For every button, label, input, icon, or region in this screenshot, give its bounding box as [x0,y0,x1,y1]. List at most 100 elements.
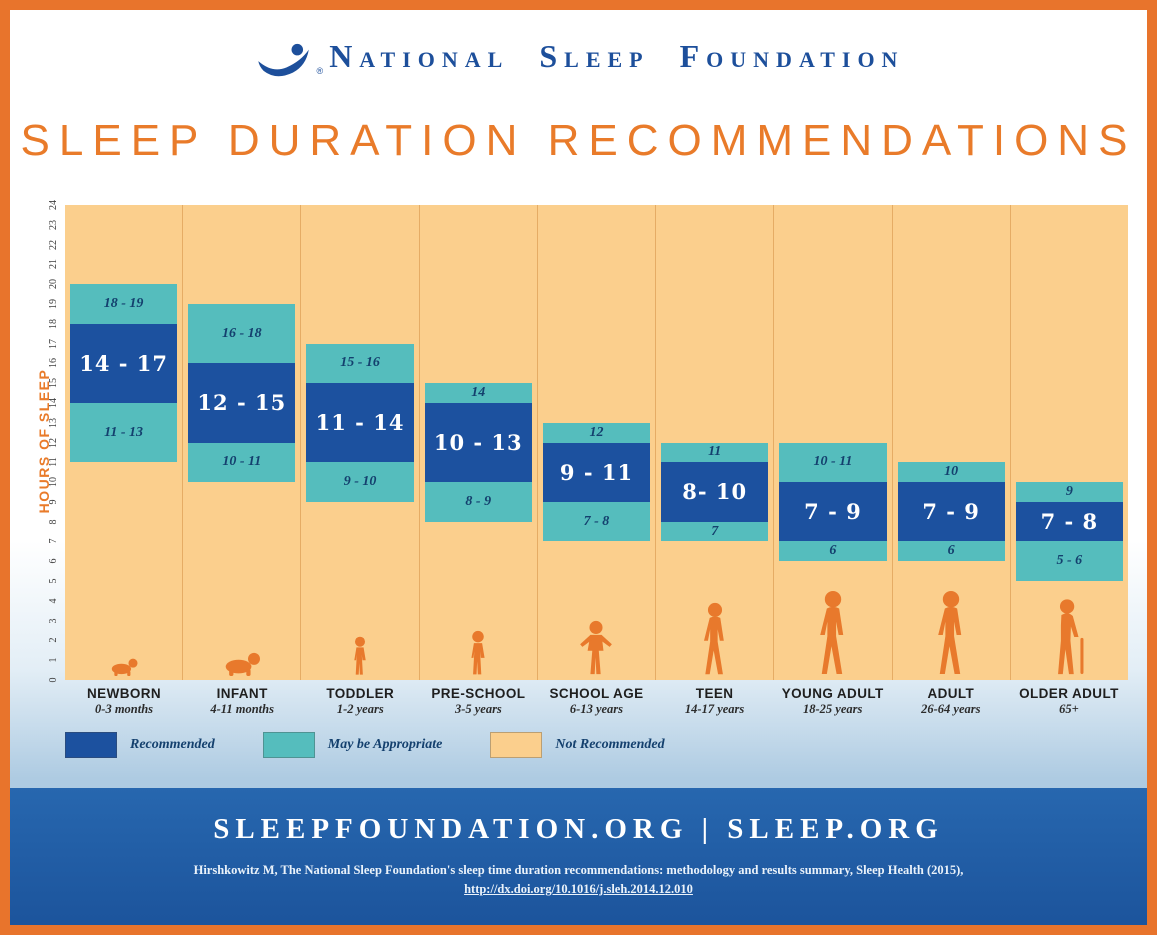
legend-item-not_recommended: Not Recommended [490,732,665,758]
may-be-appropriate-band: 9 [1015,482,1123,502]
legend-swatch-may_be_appropriate [262,732,315,758]
legend-label: Recommended [130,737,215,752]
y-axis-tick: 12 [48,437,59,448]
may-be-appropriate-band: 6 [779,541,887,562]
may-be-appropriate-band: 15 - 16 [306,343,414,384]
age-group-name: TEEN [695,686,734,701]
citation: Hirshkowitz M, The National Sleep Founda… [10,861,1147,899]
age-group-range: 65+ [1059,702,1079,716]
age-group-range: 18-25 years [803,702,863,716]
y-axis-tick: 23 [48,219,59,230]
age-group-name: TODDLER [326,686,395,701]
may-be-appropriate-band: 10 - 11 [188,442,296,483]
age-group-label: YOUNG ADULT 18-25 years [774,686,892,717]
age-group-name: OLDER ADULT [1019,686,1119,701]
baby-crawling-icon [109,658,138,676]
sleep-duration-chart: HOURS OF SLEEP 0 1 2 3 4 5 6 7 8 9 10 11 12 13 14 15 16 1… [10,200,1147,683]
plot-area: 11 - 13 14 - 17 18 - 19 10 - 11 12 - 15 16 - … [65,205,1128,680]
legend-label: Not Recommended [555,737,665,752]
may-be-appropriate-band: 7 [661,521,769,542]
recommended-range-band: 11 - 14 [306,383,414,463]
y-axis-tick: 0 [48,677,59,683]
age-group-label: TODDLER 1-2 years [301,686,419,717]
legend-swatch-recommended [65,732,117,758]
may-be-appropriate-band: 6 [897,541,1005,562]
age-group-name: INFANT [216,686,268,701]
age-column-pre-school: 8 - 9 10 - 13 14 [418,205,537,680]
may-be-appropriate-band: 10 - 11 [779,442,887,483]
adult-walking-icon [934,590,969,676]
brand-header: ® NATIONAL SLEEP FOUNDATION [10,36,1147,77]
y-axis-tick: 16 [48,358,59,369]
citation-doi-line: http://dx.doi.org/10.1016/j.sleh.2014.12… [464,882,693,896]
age-group-range: 3-5 years [454,702,502,716]
may-be-appropriate-band: 12 [542,422,651,443]
recommended-range-band: 14 - 17 [70,323,178,403]
recommended-range-band: 8- 10 [661,462,769,522]
may-be-appropriate-band: 8 - 9 [424,482,532,522]
y-axis-tick: 15 [48,378,59,389]
age-group-range: 4-11 months [210,702,274,716]
age-group-label: SCHOOL AGE 6-13 years [537,686,655,717]
age-group-name: ADULT [927,686,975,701]
may-be-appropriate-band: 16 - 18 [188,303,296,364]
footer-urls: SLEEPFOUNDATION.ORG | SLEEP.ORG [213,813,944,845]
age-group-label: INFANT 4-11 months [183,686,301,717]
age-group-name: YOUNG ADULT [781,686,884,701]
may-be-appropriate-band: 5 - 6 [1015,541,1123,582]
age-group-range: 6-13 years [569,702,624,716]
y-axis-tick: 6 [48,558,59,564]
legend: Recommended May be Appropriate Not Recomme… [65,732,713,758]
y-axis-tick: 2 [48,637,59,643]
teen-walking-icon [700,602,730,676]
y-axis-tick: 19 [48,298,59,309]
y-axis-tick: 1 [48,657,59,663]
toddler-standing-icon [349,636,370,676]
child-arms-out-icon [578,620,615,676]
legend-item-may_be_appropriate: May be Appropriate [262,732,443,758]
y-axis-tick: 7 [48,538,59,544]
y-axis-tick: 21 [48,259,59,270]
brand-word: NATIONAL [329,38,510,74]
y-axis-ticks: 0 1 2 3 4 5 6 7 8 9 10 11 12 13 14 15 16 17 18 19 20 21 22 23 24 [46,200,62,683]
age-group-label: ADULT 26-64 years [892,686,1010,717]
sleep-foundation-logo-icon [253,38,315,79]
page-title: SLEEP DURATION RECOMMENDATIONS [20,116,1137,165]
may-be-appropriate-band: 10 [897,462,1005,483]
recommended-range-band: 7 - 9 [897,482,1005,542]
brand-word: SLEEP [539,38,650,74]
recommended-range-band: 12 - 15 [188,363,296,443]
recommended-range-band: 7 - 8 [1015,501,1123,542]
recommended-range-band: 10 - 13 [424,402,532,483]
may-be-appropriate-band: 11 - 13 [70,402,178,463]
legend-item-recommended: Recommended [65,732,215,758]
age-group-range: 14-17 years [684,702,745,716]
age-group-name: PRE-SCHOOL [431,686,526,701]
age-group-label: TEEN 14-17 years [656,686,774,717]
y-axis-tick: 11 [48,457,59,468]
y-axis-tick: 13 [48,417,59,428]
may-be-appropriate-band: 14 [424,383,532,403]
y-axis-tick: 3 [48,618,59,624]
legend-label: May be Appropriate [327,737,443,752]
y-axis-tick: 4 [48,598,59,604]
brand-word: FOUNDATION [679,38,905,74]
age-group-name: NEWBORN [87,686,162,701]
age-group-range: 26-64 years [921,702,981,716]
age-group-label: OLDER ADULT 65+ [1010,686,1128,717]
young-adult-walking-icon [816,590,851,676]
recommended-range-band: 7 - 9 [779,482,887,542]
y-axis-tick: 8 [48,519,59,525]
may-be-appropriate-band: 11 [661,442,769,463]
recommended-range-band: 9 - 11 [542,442,651,502]
citation-line: Hirshkowitz M, The National Sleep Founda… [193,863,964,877]
age-column-toddler: 9 - 10 11 - 14 15 - 16 [300,205,418,680]
age-column-newborn: 11 - 13 14 - 17 18 - 19 [65,205,182,680]
y-axis-tick: 20 [48,279,59,290]
y-axis-tick: 24 [48,200,59,210]
age-labels-row: NEWBORN 0-3 months INFANT 4-11 months TODDLE… [65,686,1128,717]
age-group-range: 1-2 years [336,702,384,716]
